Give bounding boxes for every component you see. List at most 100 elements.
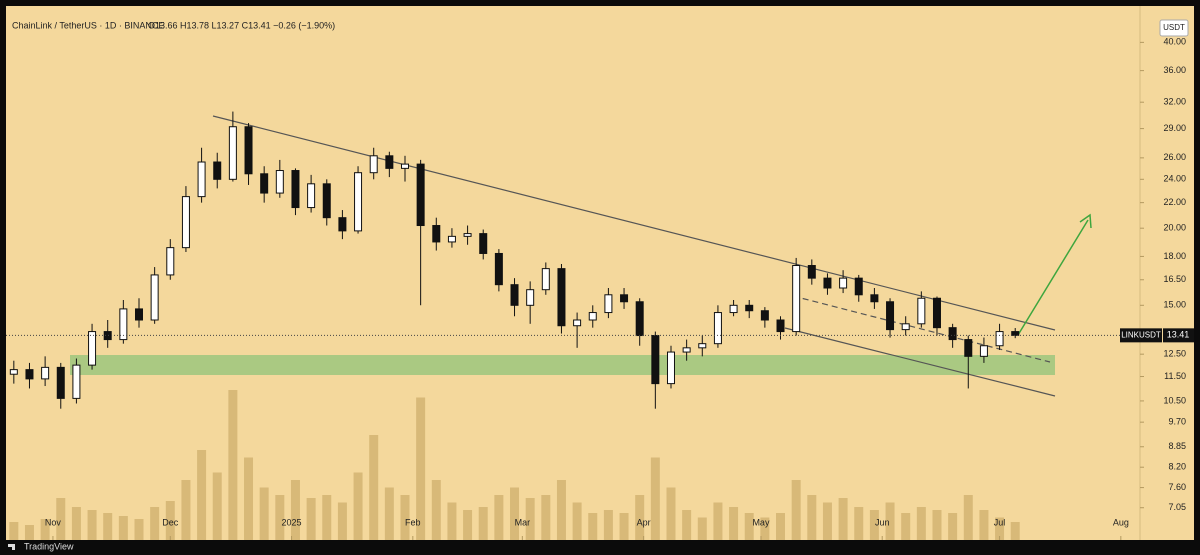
volume-bar xyxy=(24,525,34,540)
volume-bar xyxy=(71,507,81,540)
upper-trendline xyxy=(212,115,1056,331)
candle-body xyxy=(338,217,347,232)
volume-bar xyxy=(337,502,347,540)
volume-bar xyxy=(822,502,832,540)
candle-body xyxy=(119,308,128,341)
drawings xyxy=(212,115,1092,397)
volume-bar xyxy=(118,516,128,540)
candle-body xyxy=(620,294,629,303)
x-tick-label: Mar xyxy=(515,517,531,527)
last-price-box xyxy=(1163,328,1194,343)
footer-bar xyxy=(0,540,1200,555)
candle-body xyxy=(760,310,769,321)
candle-body xyxy=(197,161,206,198)
candle-body xyxy=(886,301,895,331)
candle-body xyxy=(588,312,597,321)
volume-bar xyxy=(275,495,285,540)
candle-body xyxy=(854,277,863,296)
candle-body xyxy=(1011,331,1020,336)
volume-bar xyxy=(901,513,911,540)
x-tick-label: Jun xyxy=(875,517,890,527)
y-tick-label: 24.00 xyxy=(1163,174,1186,184)
volume-bar xyxy=(791,480,801,540)
y-tick-label: 8.85 xyxy=(1168,441,1186,451)
volume-bar xyxy=(729,507,739,540)
volume-bar xyxy=(713,502,723,540)
volume-bar xyxy=(619,513,629,540)
volume-bar xyxy=(948,513,958,540)
volume-bar xyxy=(588,513,598,540)
volume-bar xyxy=(322,495,332,540)
volume-bar xyxy=(666,487,676,540)
volume-bar xyxy=(854,507,864,540)
x-tick-label: May xyxy=(752,517,770,527)
volume-bar xyxy=(228,390,238,540)
x-tick-label: 2025 xyxy=(282,517,302,527)
candle-body xyxy=(526,289,535,306)
volume-bar xyxy=(400,495,410,540)
candle-body xyxy=(917,297,926,325)
y-tick-label: 7.05 xyxy=(1168,502,1186,512)
candle-body xyxy=(213,161,222,180)
candle-body xyxy=(792,265,801,333)
candle-body xyxy=(979,345,988,357)
symbol-label-box xyxy=(1120,328,1162,343)
support-zone xyxy=(70,355,1055,375)
volume-bar xyxy=(760,517,770,540)
candle-body xyxy=(635,301,644,337)
candle-body xyxy=(995,331,1004,347)
volume-bar xyxy=(353,472,363,540)
volume-bar xyxy=(87,510,97,540)
candle-body xyxy=(932,297,941,329)
volume-bar xyxy=(932,510,942,540)
candle-body xyxy=(134,308,143,321)
chart-background xyxy=(6,6,1194,540)
candle-body xyxy=(604,294,613,314)
volume-bar xyxy=(807,495,817,540)
volume-bar xyxy=(197,450,207,540)
volume-bar xyxy=(103,513,113,540)
candle-body xyxy=(573,319,582,327)
candle-body xyxy=(870,294,879,303)
y-tick-label: 29.00 xyxy=(1163,123,1186,133)
y-tick-label: 10.50 xyxy=(1163,395,1186,405)
volume-bar xyxy=(56,498,66,540)
candle-body xyxy=(651,335,660,385)
currency-box xyxy=(1159,19,1189,37)
candle-body xyxy=(275,170,284,194)
volume-bar xyxy=(572,502,582,540)
candle-body xyxy=(948,327,957,341)
volume-bar xyxy=(416,397,426,540)
x-tick-label: Nov xyxy=(45,517,62,527)
volume-bar xyxy=(478,507,488,540)
chart-title: ChainLink / TetherUS · 1D · BINANCE xyxy=(12,20,164,30)
candle-body xyxy=(25,369,34,380)
y-tick-label: 20.00 xyxy=(1163,223,1186,233)
candle-body xyxy=(41,366,50,380)
candle-body xyxy=(541,268,550,291)
candle-body xyxy=(385,155,394,169)
candle-body xyxy=(88,331,97,366)
volume-bar xyxy=(40,519,50,540)
candle-body xyxy=(244,126,253,175)
volume-bar xyxy=(650,457,660,540)
volume-bar xyxy=(744,513,754,540)
y-tick-label: 8.20 xyxy=(1168,462,1186,472)
candle-body xyxy=(369,155,378,174)
x-tick-label: Jul xyxy=(994,517,1006,527)
volume-bar xyxy=(979,510,989,540)
y-tick-label: 36.00 xyxy=(1163,65,1186,75)
volume-bar xyxy=(776,513,786,540)
volume-bar xyxy=(885,502,895,540)
volume-bar xyxy=(150,507,160,540)
ohlc-readout: O13.66 H13.78 L13.27 C13.41 −0.26 (−1.90… xyxy=(148,20,335,30)
volume-bar xyxy=(510,487,520,540)
candle-body xyxy=(56,366,65,399)
volume-bar xyxy=(494,495,504,540)
volume-bar xyxy=(682,510,692,540)
y-tick-label: 40.00 xyxy=(1163,37,1186,47)
logo xyxy=(8,544,15,550)
volume-bar xyxy=(697,517,707,540)
candle-body xyxy=(291,170,300,209)
candle-body xyxy=(745,304,754,312)
